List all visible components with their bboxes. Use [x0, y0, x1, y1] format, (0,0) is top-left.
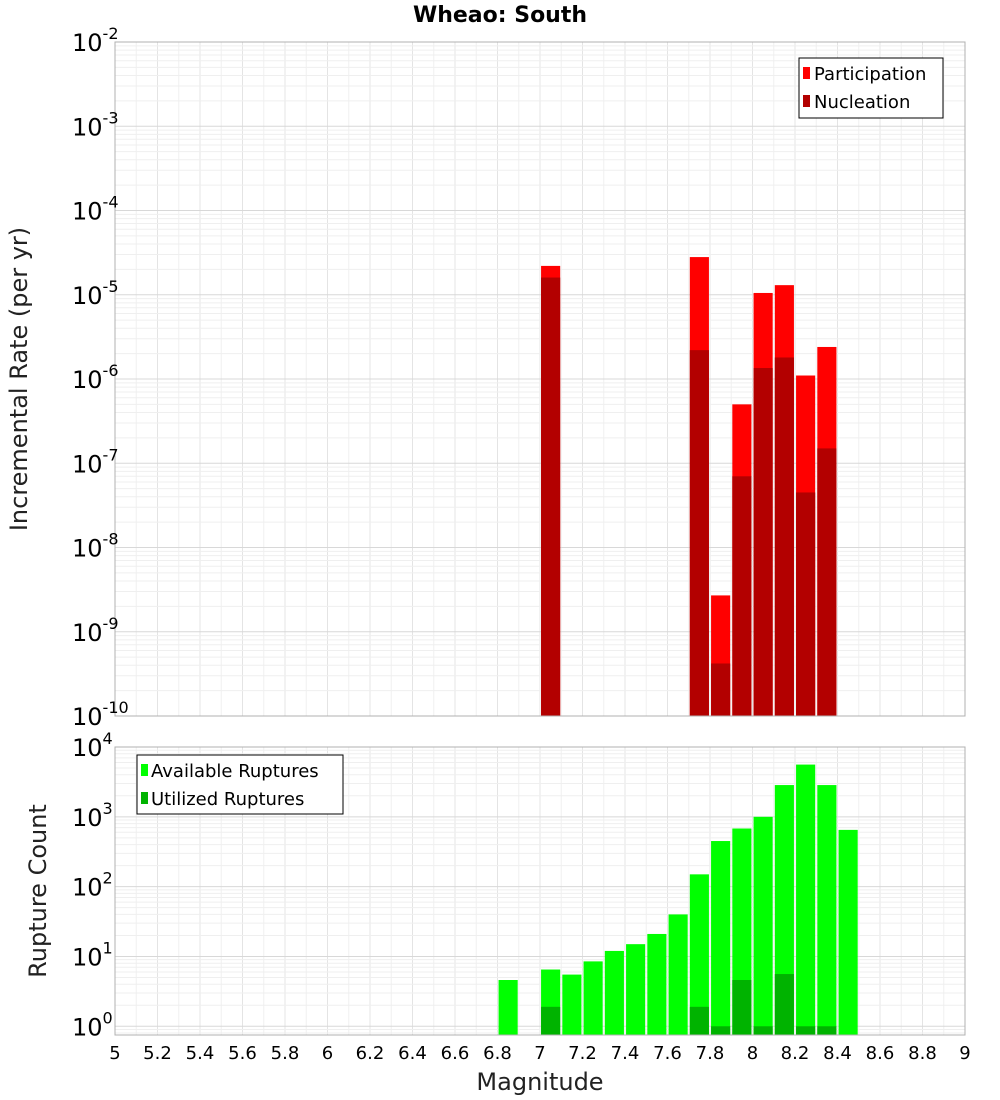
y-tick-label: 10-2: [72, 24, 119, 57]
bar-nucleation-7.75: [689, 350, 709, 716]
bar-available-ruptures-8.45: [838, 829, 858, 1035]
x-tick-label: 6.2: [356, 1043, 385, 1064]
top-bars: [541, 257, 837, 716]
bar-available-ruptures-7.45: [626, 944, 646, 1035]
bar-available-ruptures-8.35: [817, 785, 837, 1035]
bar-utilized-ruptures-7.85: [711, 1026, 731, 1035]
x-tick-label: 8.6: [866, 1043, 895, 1064]
x-tick-label: 7: [534, 1043, 545, 1064]
bar-nucleation-8.05: [753, 368, 773, 716]
x-tick-label: 6: [322, 1043, 333, 1064]
x-axis-label: Magnitude: [476, 1068, 603, 1096]
bar-available-ruptures-6.85: [498, 980, 518, 1035]
bar-nucleation-8.15: [774, 357, 794, 716]
x-tick-label: 5: [109, 1043, 120, 1064]
x-tick-label: 8.4: [823, 1043, 852, 1064]
bar-nucleation-7.05: [541, 277, 561, 716]
x-tick-label: 5.6: [228, 1043, 257, 1064]
x-tick-label: 7.8: [696, 1043, 725, 1064]
x-tick-label: 7.6: [653, 1043, 682, 1064]
bar-available-ruptures-8.05: [753, 816, 773, 1035]
bar-utilized-ruptures-8.25: [796, 1026, 816, 1035]
y-tick-label: 103: [72, 799, 113, 832]
bar-available-ruptures-7.55: [647, 933, 667, 1035]
x-tick-label: 6.8: [483, 1043, 512, 1064]
top-y-axis-label: Incremental Rate (per yr): [5, 227, 33, 531]
bar-nucleation-7.85: [711, 663, 731, 716]
legend-swatch-nucleation: [803, 95, 810, 107]
bar-available-ruptures-7.75: [689, 874, 709, 1035]
bottom-legend-box: [136, 754, 344, 815]
y-tick-label: 10-8: [72, 530, 119, 563]
bottom-y-axis-label: Rupture Count: [24, 804, 52, 978]
legend-label-available-ruptures: Available Ruptures: [151, 761, 319, 782]
x-tick-label: 8.2: [781, 1043, 810, 1064]
x-tick-label: 5.4: [186, 1043, 215, 1064]
chart-title: Wheao: South: [413, 3, 587, 28]
bar-utilized-ruptures-8.15: [774, 974, 794, 1035]
x-tick-label: 5.2: [143, 1043, 172, 1064]
bottom-y-tick-labels: 104 103 102 101 100: [72, 729, 113, 1041]
x-tick-label: 5.8: [271, 1043, 300, 1064]
x-tick-label: 9: [959, 1043, 970, 1064]
x-tick-labels: 5 5.2 5.4 5.6 5.8 6 6.2 6.4 6.6 6.8 7 7.2 7.4 7.6 7.8 8…: [109, 1043, 970, 1064]
top-y-tick-labels: 10-2 10-3 10-4 10-5 10-6 10-7 10-8 10-9 10-10: [72, 24, 129, 731]
legend-swatch-utilized-ruptures: [141, 792, 148, 804]
x-tick-label: 8.8: [908, 1043, 937, 1064]
bar-utilized-ruptures-7.95: [732, 980, 752, 1035]
bottom-plot-frame: [114, 746, 966, 1036]
bar-utilized-ruptures-7.05: [541, 1006, 561, 1035]
bar-available-ruptures-7.25: [583, 961, 603, 1035]
y-tick-label: 10-7: [72, 445, 119, 478]
bar-available-ruptures-8.15: [774, 785, 794, 1035]
y-tick-label: 104: [72, 729, 113, 762]
bar-available-ruptures-7.15: [562, 974, 582, 1035]
y-tick-label: 102: [72, 869, 113, 902]
legend-label-participation: Participation: [814, 64, 926, 85]
y-tick-label: 10-9: [72, 614, 119, 647]
bar-nucleation-8.25: [796, 492, 816, 716]
bar-nucleation-8.35: [817, 448, 837, 716]
top-gridlines: [114, 41, 966, 717]
top-legend: Participation Nucleation: [798, 57, 944, 119]
y-tick-label: 10-10: [72, 698, 129, 731]
legend-label-utilized-ruptures: Utilized Ruptures: [151, 789, 304, 810]
x-tick-label: 8: [747, 1043, 758, 1064]
bar-nucleation-7.95: [732, 476, 752, 716]
top-plot-frame: [114, 41, 966, 717]
bar-available-ruptures-7.35: [604, 950, 624, 1035]
bar-utilized-ruptures-8.35: [817, 1026, 837, 1035]
bottom-legend: Available Ruptures Utilized Ruptures: [136, 754, 344, 815]
legend-label-nucleation: Nucleation: [814, 92, 910, 113]
bar-utilized-ruptures-7.75: [689, 1006, 709, 1035]
bar-available-ruptures-7.85: [711, 841, 731, 1035]
bar-utilized-ruptures-8.05: [753, 1026, 773, 1035]
y-tick-label: 10-3: [72, 108, 119, 141]
x-tick-label: 7.2: [568, 1043, 597, 1064]
y-tick-label: 10-4: [72, 193, 119, 226]
x-tick-label: 6.6: [441, 1043, 470, 1064]
bar-available-ruptures-8.25: [796, 764, 816, 1035]
bar-available-ruptures-7.65: [668, 914, 688, 1035]
x-tick-label: 7.4: [611, 1043, 640, 1064]
bottom-bars: [498, 764, 858, 1035]
y-tick-label: 100: [72, 1008, 113, 1041]
legend-swatch-available-ruptures: [141, 764, 148, 776]
y-tick-label: 101: [72, 938, 113, 971]
y-tick-label: 10-6: [72, 361, 119, 394]
x-tick-label: 6.4: [398, 1043, 427, 1064]
y-tick-label: 10-5: [72, 277, 119, 310]
legend-swatch-participation: [803, 67, 810, 79]
top-legend-box: [798, 57, 944, 119]
